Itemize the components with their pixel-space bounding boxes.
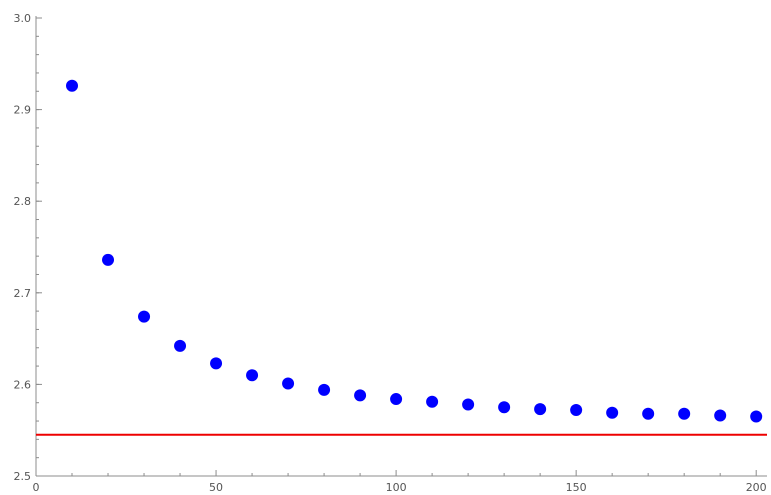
data-point (210, 357, 223, 370)
data-points (66, 79, 763, 423)
y-tick-label: 2.7 (14, 287, 32, 300)
axes: 2.5 2.6 2.7 2.8 2.9 3.0 0 50 100 150 200 (14, 12, 767, 494)
data-point (642, 407, 655, 420)
x-tick-label: 0 (33, 481, 40, 494)
data-point (102, 253, 115, 266)
data-point (714, 409, 727, 422)
x-tick-label: 200 (746, 481, 767, 494)
data-point (498, 401, 511, 414)
data-point (534, 403, 547, 416)
data-point (174, 339, 187, 352)
data-point (390, 393, 403, 406)
y-tick-label: 3.0 (14, 12, 32, 25)
data-point (750, 410, 763, 423)
y-ticks: 2.5 2.6 2.7 2.8 2.9 3.0 (14, 12, 42, 483)
x-tick-label: 100 (386, 481, 407, 494)
data-point (282, 377, 295, 390)
y-tick-label: 2.6 (14, 378, 32, 391)
y-tick-label: 2.5 (14, 470, 32, 483)
data-point (354, 389, 367, 402)
y-tick-label: 2.9 (14, 104, 32, 117)
data-point (606, 406, 619, 419)
x-tick-label: 150 (566, 481, 587, 494)
y-tick-label: 2.8 (14, 195, 32, 208)
data-point (678, 407, 691, 420)
data-point (318, 383, 331, 396)
data-point (462, 398, 475, 411)
data-point (426, 395, 439, 408)
data-point (138, 310, 151, 323)
data-point (246, 369, 259, 382)
x-tick-label: 50 (209, 481, 223, 494)
data-point (570, 404, 583, 417)
x-ticks: 0 50 100 150 200 (33, 470, 767, 494)
data-point (66, 79, 79, 92)
